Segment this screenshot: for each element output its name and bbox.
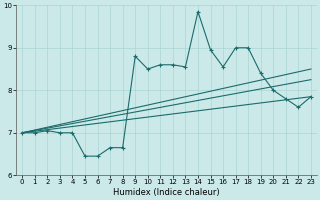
X-axis label: Humidex (Indice chaleur): Humidex (Indice chaleur) (113, 188, 220, 197)
